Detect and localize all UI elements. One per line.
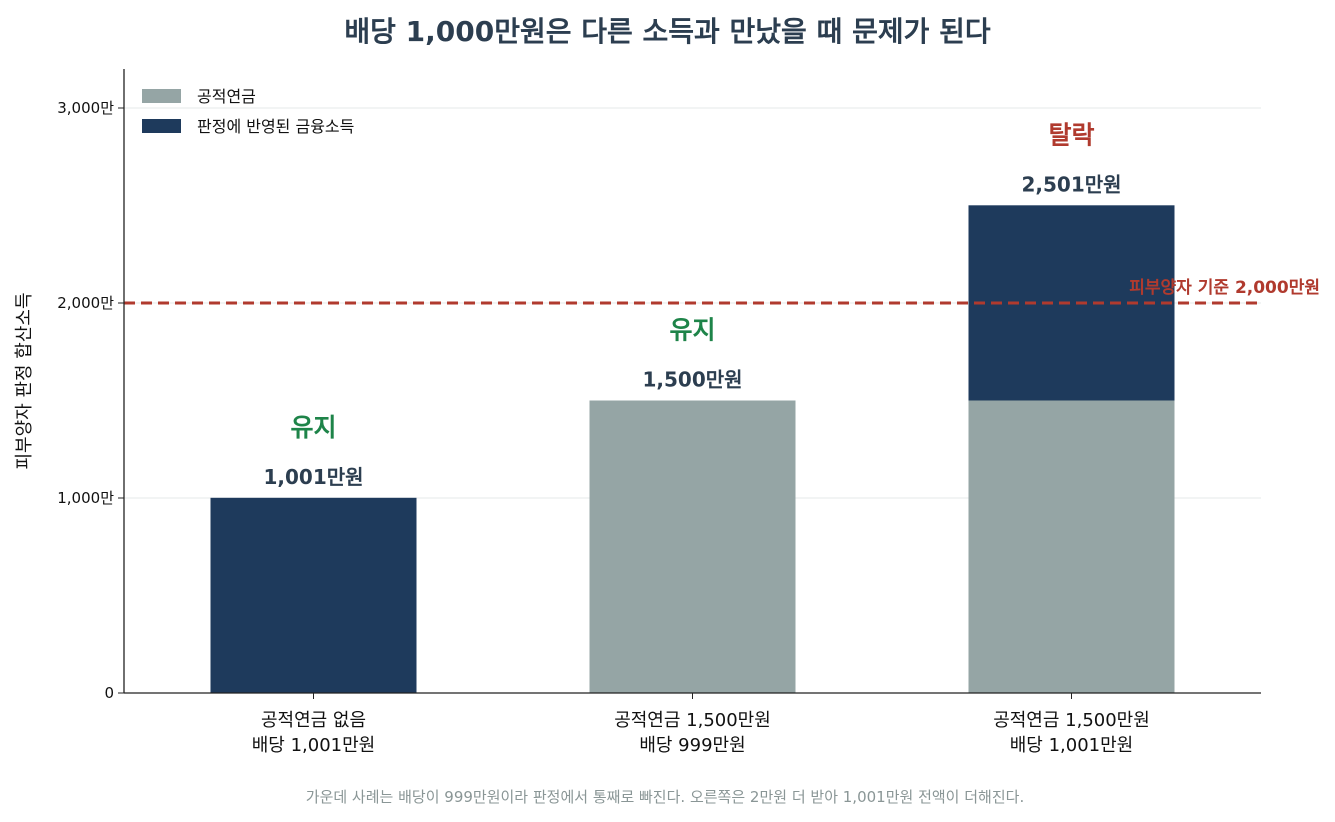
y-tick-label: 0	[104, 684, 114, 702]
x-tick-label: 공적연금 없음	[261, 710, 366, 731]
x-tick-label: 공적연금 1,500만원	[993, 710, 1150, 731]
y-axis-title: 피부양자 판정 합산소득	[14, 292, 35, 469]
legend-swatch	[142, 119, 181, 133]
legend-label: 공적연금	[197, 87, 256, 106]
x-tick-label: 배당 1,001만원	[1010, 735, 1134, 756]
bar-segment	[589, 400, 796, 693]
bar-segment	[210, 497, 417, 693]
threshold-label: 피부양자 기준 2,000만원	[1129, 278, 1320, 298]
bar-segment	[968, 205, 1175, 401]
status-label: 탈락	[1048, 120, 1094, 149]
x-tick-label: 배당 1,001만원	[252, 735, 376, 756]
x-tick-label: 공적연금 1,500만원	[614, 710, 771, 731]
y-tick-label: 1,000만	[57, 489, 114, 507]
y-tick-label: 2,000만	[57, 294, 114, 312]
total-value-label: 1,500만원	[642, 368, 742, 392]
chart-footnote: 가운데 사례는 배당이 999만원이라 판정에서 통째로 빠진다. 오른쪽은 2…	[305, 788, 1025, 806]
legend-label: 판정에 반영된 금융소득	[197, 117, 354, 136]
total-value-label: 1,001만원	[263, 465, 363, 489]
bars	[210, 205, 1175, 693]
x-tick-label: 배당 999만원	[639, 735, 745, 756]
status-label: 유지	[669, 316, 715, 345]
status-label: 유지	[290, 413, 336, 442]
bar-segment	[968, 400, 1175, 693]
legend-swatch	[142, 89, 181, 103]
y-tick-label: 3,000만	[57, 99, 114, 117]
chart-title: 배당 1,000만원은 다른 소득과 만났을 때 문제가 된다	[344, 15, 991, 48]
threshold: 피부양자 기준 2,000만원	[124, 278, 1320, 305]
total-value-label: 2,501만원	[1021, 172, 1121, 196]
